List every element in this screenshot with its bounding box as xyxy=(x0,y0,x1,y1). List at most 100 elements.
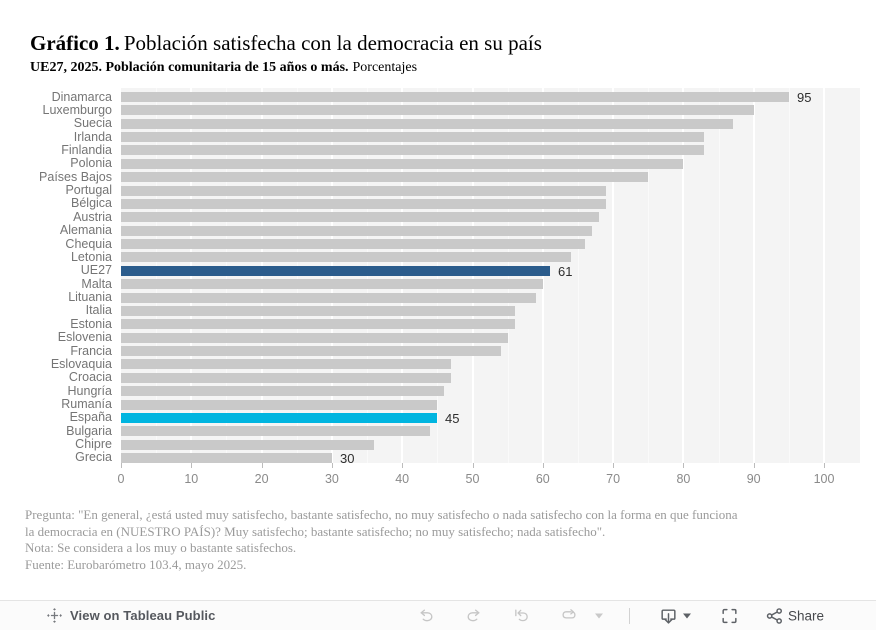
chart-subtitle-bold: UE27, 2025. Población comunitaria de 15 … xyxy=(30,60,349,75)
category-label: Bulgaria xyxy=(66,423,112,438)
bar-Suecia[interactable] xyxy=(121,118,733,129)
bar-Malta[interactable] xyxy=(121,279,543,290)
axis-tick xyxy=(402,463,404,468)
bar-Rumanía[interactable] xyxy=(121,399,437,410)
category-label: Letonia xyxy=(70,249,112,264)
category-label: Grecia xyxy=(75,450,112,465)
bar-Polonia[interactable] xyxy=(121,158,683,169)
axis-tick xyxy=(542,463,544,468)
bar-Alemania[interactable] xyxy=(121,225,592,236)
bar-Dinamarca[interactable] xyxy=(121,92,789,102)
axis-tick-label: 80 xyxy=(676,472,691,486)
tableau-toolbar: View on Tableau Public xyxy=(0,600,876,630)
category-label: Alemania xyxy=(59,223,112,238)
fullscreen-icon[interactable] xyxy=(720,606,739,625)
bar-chart: 0 10 20 30 40 50 60 70 80 90 100 Dinamarca 95 Luxembu… xyxy=(0,88,876,500)
category-label: Bélgica xyxy=(71,196,112,211)
bar-Italia[interactable] xyxy=(121,305,515,316)
axis-tick-label: 60 xyxy=(535,472,550,486)
refresh-icon[interactable] xyxy=(560,607,578,624)
chart-header: Gráfico 1. Población satisfecha con la de… xyxy=(30,30,850,77)
bar-Grecia[interactable] xyxy=(121,452,332,463)
category-label: Rumanía xyxy=(61,397,112,411)
share-icon[interactable] xyxy=(765,606,784,625)
axis-tick xyxy=(121,463,122,468)
bar-Luxemburgo[interactable] xyxy=(121,105,754,116)
bar-Eslovenia[interactable] xyxy=(121,332,508,343)
bar-UE27[interactable] xyxy=(121,265,550,276)
bar-Estonia[interactable] xyxy=(121,319,515,330)
reset-icon[interactable] xyxy=(513,607,530,624)
download-icon[interactable] xyxy=(659,606,678,625)
axis-tick xyxy=(191,463,193,468)
category-label: Países Bajos xyxy=(39,169,112,184)
bar-Croacia[interactable] xyxy=(121,372,451,383)
category-label: Malta xyxy=(81,276,112,291)
tableau-logo-icon xyxy=(46,607,63,624)
axis-tick-label: 20 xyxy=(254,472,269,486)
axis-tick xyxy=(472,463,474,468)
share-button[interactable]: Share xyxy=(788,608,825,623)
bar-Eslovaquia[interactable] xyxy=(121,359,451,370)
gridline xyxy=(788,88,790,463)
footnote-question-line1: Pregunta: "En general, ¿está usted muy s… xyxy=(25,507,738,522)
category-label: Lituania xyxy=(68,290,112,305)
category-label: Portugal xyxy=(65,183,112,198)
chart-subtitle: UE27, 2025. Población comunitaria de 15 … xyxy=(30,59,850,77)
view-on-tableau-label: View on Tableau Public xyxy=(70,608,216,623)
value-label: 95 xyxy=(797,90,812,105)
gridline xyxy=(682,88,685,463)
download-caret-icon[interactable] xyxy=(682,612,692,620)
category-label: España xyxy=(69,410,112,425)
axis-tick-label: 10 xyxy=(184,472,199,486)
category-label: Luxemburgo xyxy=(42,102,113,117)
axis-tick xyxy=(261,463,263,468)
chart-title-prefix: Gráfico 1. xyxy=(30,31,120,55)
axis-tick xyxy=(753,463,755,468)
bar-Hungría[interactable] xyxy=(121,386,444,397)
view-on-tableau-link[interactable]: View on Tableau Public xyxy=(46,601,215,630)
gridline xyxy=(752,88,755,463)
category-label: Irlanda xyxy=(73,129,112,144)
category-label: Croacia xyxy=(68,370,112,385)
footnote-nota: Nota: Se considera a los muy o bastante … xyxy=(25,540,297,555)
axis-tick-label: 30 xyxy=(324,472,339,486)
gridline xyxy=(577,88,579,463)
undo-icon[interactable] xyxy=(418,607,435,624)
bar-Bélgica[interactable] xyxy=(121,198,606,209)
bar-Finlandia[interactable] xyxy=(121,145,704,156)
redo-icon[interactable] xyxy=(465,607,482,624)
category-label: Austria xyxy=(73,209,112,224)
category-label: Chipre xyxy=(75,437,112,452)
footnote-fuente: Fuente: Eurobarómetro 103.4, mayo 2025. xyxy=(25,556,247,572)
bar-Chequia[interactable] xyxy=(121,239,585,250)
category-label: Francia xyxy=(70,343,112,358)
category-label: UE27 xyxy=(80,263,112,278)
axis-tick-label: 0 xyxy=(117,472,125,486)
category-label: Estonia xyxy=(70,316,112,331)
bar-Irlanda[interactable] xyxy=(121,132,704,143)
bar-Francia[interactable] xyxy=(121,346,501,357)
chart-title: Gráfico 1. Población satisfecha con la de… xyxy=(30,30,850,56)
axis-tick-label: 50 xyxy=(465,472,480,486)
category-label: Chequia xyxy=(65,236,112,251)
bar-Bulgaria[interactable] xyxy=(121,426,430,437)
bar-España[interactable] xyxy=(121,412,437,423)
gridline xyxy=(648,88,650,463)
category-label: Eslovaquia xyxy=(50,356,112,371)
category-label: Eslovenia xyxy=(57,330,112,345)
gridline xyxy=(612,88,615,463)
value-label: 30 xyxy=(340,450,355,466)
bar-Letonia[interactable] xyxy=(121,252,571,263)
bar-Lituania[interactable] xyxy=(121,292,536,303)
category-label: Polonia xyxy=(70,156,112,171)
footnote: Pregunta: "En general, ¿está usted muy s… xyxy=(25,507,857,573)
axis-tick-label: 70 xyxy=(606,472,621,486)
caret-down-icon[interactable] xyxy=(594,612,604,620)
gridline xyxy=(823,88,825,463)
axis-tick xyxy=(613,463,615,468)
bar-Países Bajos[interactable] xyxy=(121,172,648,183)
bar-Portugal[interactable] xyxy=(121,185,606,196)
bar-Austria[interactable] xyxy=(121,212,599,223)
bar-Chipre[interactable] xyxy=(121,439,374,450)
